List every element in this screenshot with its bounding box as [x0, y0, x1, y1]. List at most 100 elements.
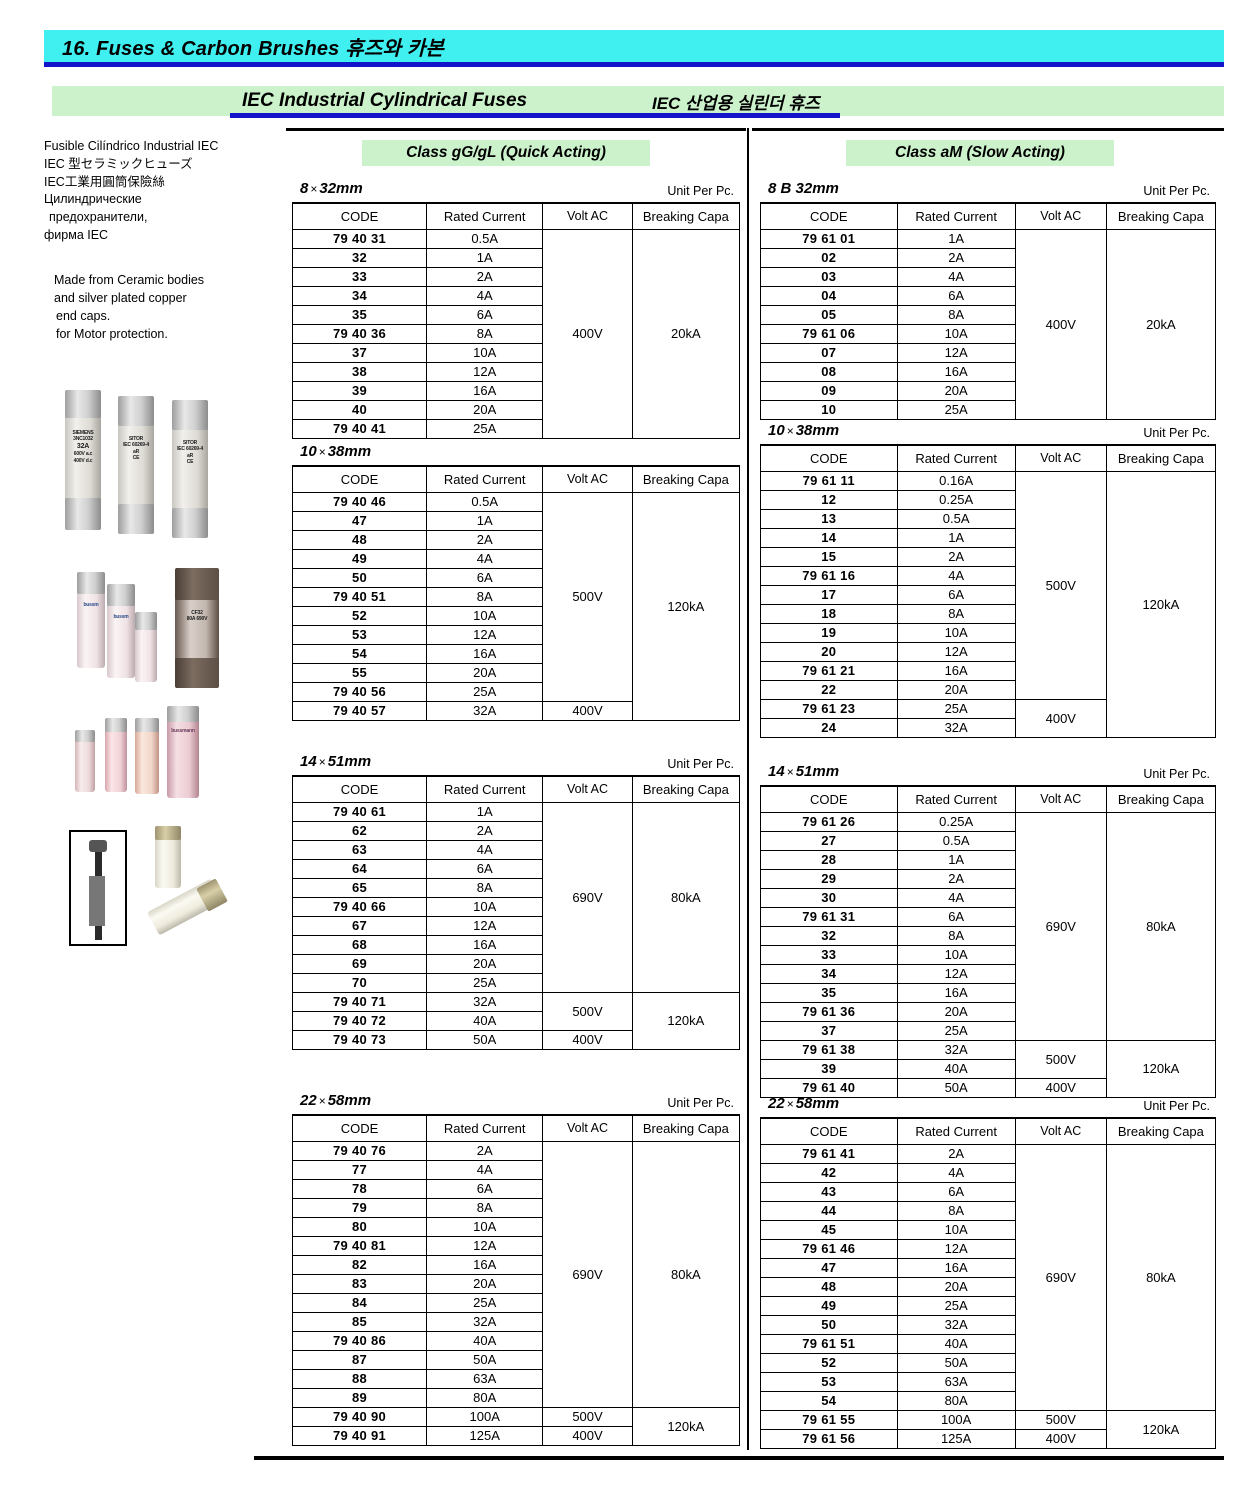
table-row: 79 61 38 32A 500V 120kA [760, 1039, 1217, 1098]
product-code-cell: 50 [291, 567, 428, 588]
table-row: 87 50A [291, 1349, 740, 1370]
product-code-cell: 19 [760, 622, 898, 643]
product-code-cell: 49 [291, 548, 428, 569]
rated-current-cell: 4A [896, 1162, 1016, 1183]
fuse-photo-label: SITOR IEC 60269-4 aR CE [177, 440, 203, 465]
unit-per-pc-label: Unit Per Pc. [1143, 767, 1210, 781]
product-code-cell: 84 [291, 1292, 428, 1313]
product-code-cell: 32 [291, 247, 428, 268]
product-code-cell: 12 [760, 489, 898, 510]
breaking-capacity-cell: 120kA [1105, 1039, 1217, 1098]
fuse-end-cap [65, 390, 101, 418]
fuse-spec-table: CODE Rated Current Volt AC Breaking Capa 79 … [760, 444, 1217, 738]
table-row: 40 20A [291, 399, 740, 420]
breaking-capacity-cell: 120kA [1105, 470, 1217, 738]
product-code-cell: 79 61 31 [760, 906, 898, 927]
table-row: 89 80A [291, 1387, 740, 1408]
rated-current-cell: 6A [896, 285, 1016, 306]
fuse-spec-table: CODE Rated Current Volt AC Breaking Capa 79 … [291, 775, 741, 1050]
rated-current-cell: 20A [426, 662, 544, 683]
rated-current-cell: 6A [896, 1181, 1016, 1202]
table-row: 20 12A [760, 641, 1216, 662]
product-code-cell: 08 [760, 361, 898, 382]
table-row: 48 2A [291, 529, 740, 550]
product-code-cell: 79 61 11 [760, 470, 898, 491]
rated-current-cell: 12A [896, 963, 1016, 984]
table-row: 79 40 46 0.5A 500V 120kA [291, 491, 741, 721]
description-line: for Motor protection. [56, 326, 168, 341]
rated-current-cell: 20A [896, 380, 1016, 401]
column-header: Volt AC [1014, 202, 1107, 230]
table-row: 79 40 91 125A 400V [291, 1425, 740, 1446]
table-row: 34 12A [760, 963, 1216, 984]
product-code-cell: 13 [760, 508, 898, 529]
fuse-end-cap [77, 572, 105, 594]
table-row: 79 40 56 25A [291, 681, 740, 702]
rated-current-cell: 0.5A [426, 491, 544, 512]
rated-current-cell: 32A [426, 700, 544, 721]
column-header: Breaking Capa [631, 775, 741, 803]
rated-current-cell: 32A [896, 717, 1016, 738]
rated-current-cell: 16A [426, 1254, 544, 1275]
column-header: Volt AC [1014, 1117, 1107, 1145]
bussmann-fuses-photo: bussm bussm CF32 80A 690V [55, 560, 275, 688]
product-code-cell: 05 [760, 304, 898, 325]
table-row: 79 40 41 25A [291, 418, 740, 439]
product-code-cell: 83 [291, 1273, 428, 1294]
product-code-cell: 18 [760, 603, 898, 624]
multilingual-line: IEC工業用圓筒保險絲 [44, 174, 165, 189]
product-code-cell: 79 40 36 [291, 323, 428, 344]
product-code-cell: 79 40 73 [291, 1029, 428, 1050]
product-code-cell: 89 [291, 1387, 428, 1408]
table-row: 52 10A [291, 605, 740, 626]
rated-current-cell: 16A [896, 660, 1016, 681]
rated-current-cell: 25A [896, 1020, 1016, 1041]
rated-current-cell: 10A [426, 605, 544, 626]
product-code-cell: 52 [291, 605, 428, 626]
table-row: 79 61 01 1A 400V 20kA [760, 228, 1217, 420]
unit-per-pc-label: Unit Per Pc. [1143, 426, 1210, 440]
rated-current-cell: 2A [896, 247, 1016, 268]
table-row: 37 25A [760, 1020, 1216, 1041]
table-row: 13 0.5A [760, 508, 1216, 529]
fuse-spec-table: CODE Rated Current Volt AC Breaking Capa 79 … [760, 202, 1217, 420]
product-code-cell: 78 [291, 1178, 428, 1199]
multilingual-line: предохранители, [49, 210, 148, 224]
rated-current-cell: 100A [426, 1406, 544, 1427]
column-header: Breaking Capa [631, 202, 741, 230]
rated-current-cell: 20A [896, 1001, 1016, 1022]
volt-ac-cell: 690V [1014, 1143, 1107, 1411]
rated-current-cell: 25A [896, 399, 1016, 420]
product-code-cell: 20 [760, 641, 898, 662]
table-row: 38 12A [291, 361, 740, 382]
product-code-cell: 03 [760, 266, 898, 287]
rated-current-cell: 8A [426, 586, 544, 607]
fuse-end-cap [107, 584, 135, 606]
table-row: 79 8A [291, 1197, 740, 1218]
product-code-cell: 37 [760, 1020, 898, 1041]
rated-current-cell: 32A [896, 1314, 1016, 1335]
rated-current-cell: 10A [426, 342, 544, 363]
table-row: 70 25A [291, 972, 740, 993]
product-code-cell: 35 [760, 982, 898, 1003]
table-row: 37 10A [291, 342, 740, 363]
table-row: 77 4A [291, 1159, 740, 1180]
fuse-end-cap [172, 400, 208, 430]
rated-current-cell: 20A [896, 679, 1016, 700]
table-row: 79 40 90 100A 500V 120kA [291, 1406, 741, 1446]
table-header-row: CODE Rated Current Volt AC Breaking Capa [291, 202, 741, 230]
fuse-end-cap [135, 612, 157, 630]
product-code-cell: 55 [291, 662, 428, 683]
rated-current-cell: 0.5A [896, 830, 1016, 851]
product-code-cell: 79 61 36 [760, 1001, 898, 1022]
product-code-cell: 79 61 38 [760, 1039, 898, 1060]
fuse-body [105, 718, 127, 792]
rated-current-cell: 2A [896, 1143, 1016, 1164]
rated-current-cell: 6A [896, 906, 1016, 927]
fuse-photo-label: SITOR IEC 60269-4 aR CE [123, 436, 149, 461]
section-title-kr: IEC 산업용 실린더 휴즈 [652, 93, 820, 113]
product-code-cell: 54 [291, 643, 428, 664]
fuse-end-cap [75, 730, 95, 742]
product-code-cell: 79 61 41 [760, 1143, 898, 1164]
rated-current-cell: 25A [426, 972, 544, 993]
